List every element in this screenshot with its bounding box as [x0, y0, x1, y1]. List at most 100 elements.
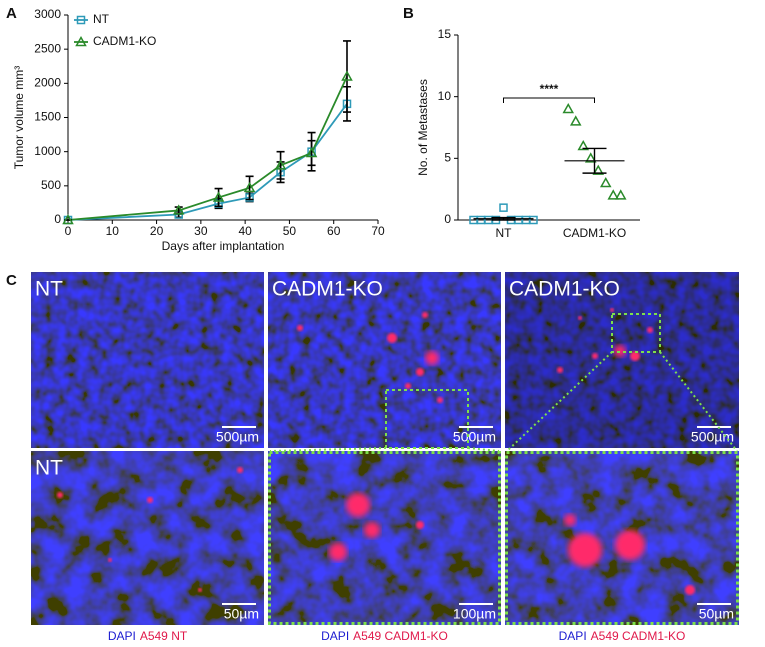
image-texture — [505, 272, 739, 448]
image-label: CADM1-KO — [509, 278, 620, 301]
signal-blob — [57, 492, 63, 498]
sem-bar — [491, 216, 516, 221]
error-bar — [343, 40, 351, 113]
marker — [172, 204, 185, 215]
marker — [614, 189, 627, 200]
marker — [305, 147, 318, 158]
caption-stain: DAPI — [108, 629, 136, 643]
x-tick-label: NT — [496, 226, 513, 240]
signal-blob — [578, 316, 582, 320]
scale-bar-label: 100µm — [453, 606, 496, 622]
x-tick-label: CADM1-KO — [563, 226, 626, 240]
image-texture — [268, 272, 501, 448]
y-tick-label: 15 — [438, 27, 452, 41]
signal-blob — [568, 533, 602, 567]
caption: DAPI A549 NT — [108, 629, 188, 643]
signal-blob — [610, 308, 614, 312]
y-tick-label: 10 — [438, 89, 452, 103]
error-bar — [245, 175, 254, 201]
captions: DAPI A549 NT DAPI A549 CADM1-KO DAPI A549 CAD… — [108, 629, 686, 643]
x-tick-label: 0 — [65, 224, 72, 238]
y-axis-label: Tumor volume mm³ — [12, 66, 26, 170]
panel-label: C — [6, 272, 17, 289]
inset-box — [385, 389, 469, 449]
y-axis-label: No. of Metastases — [416, 79, 430, 176]
image-label: NT — [35, 278, 63, 301]
inset-frame — [268, 451, 501, 625]
x-tick-label: 10 — [106, 224, 120, 238]
zoom-lines — [269, 447, 500, 452]
legend-marker — [75, 35, 87, 47]
signal-blob — [297, 325, 303, 331]
legend-marker — [76, 15, 86, 25]
caption-cell: A549 CADM1-KO — [353, 629, 448, 643]
caption: DAPI A549 CADM1-KO — [559, 629, 686, 643]
scale-bar-label: 500µm — [453, 429, 496, 445]
marker — [243, 181, 256, 193]
legend-label: NT — [93, 12, 110, 26]
caption-cell: A549 CADM1-KO — [591, 629, 686, 643]
inset-frame — [505, 451, 739, 625]
y-tick-label: 500 — [41, 178, 61, 192]
signal-blob — [647, 327, 653, 333]
marker — [584, 152, 597, 163]
signal-blob — [237, 467, 243, 473]
marker — [529, 215, 538, 225]
marker — [341, 70, 353, 81]
marker — [562, 102, 575, 114]
x-tick-label: 60 — [327, 224, 341, 238]
marker — [274, 159, 287, 170]
error-bar — [276, 150, 285, 180]
significance-label: **** — [540, 82, 559, 96]
image-label: CADM1-KO — [272, 278, 383, 301]
y-tick-label: 0 — [54, 212, 61, 226]
marker — [212, 191, 225, 202]
micrographs: NT 500µm CADM1-KO 500µm CADM1-KO 500µm NT 50µm 1… — [31, 272, 739, 625]
signal-blob — [615, 530, 645, 560]
image-texture — [31, 451, 264, 625]
y-tick-label: 3000 — [34, 7, 61, 21]
scale-bar-label: 50µm — [699, 606, 734, 622]
signal-blob — [416, 368, 424, 376]
x-tick-label: 30 — [194, 224, 208, 238]
marker — [599, 176, 612, 188]
signal-blob — [685, 585, 695, 595]
marker — [62, 213, 74, 225]
caption-stain: DAPI — [321, 629, 349, 643]
signal-blob — [387, 333, 397, 343]
panel-label: B — [403, 5, 414, 22]
series-line — [67, 103, 348, 221]
zoom-lines — [506, 351, 738, 452]
y-tick-label: 5 — [444, 151, 451, 165]
marker — [592, 164, 605, 175]
signal-blob — [564, 514, 576, 526]
caption-stain: DAPI — [559, 629, 587, 643]
y-tick-label: 2500 — [34, 41, 61, 55]
signal-blob — [108, 558, 112, 562]
y-tick-label: 1500 — [34, 110, 61, 124]
x-tick-label: 40 — [238, 224, 252, 238]
caption: DAPI A549 CADM1-KO — [321, 629, 448, 643]
signal-blob — [364, 522, 380, 538]
signal-blob — [425, 351, 439, 365]
y-tick-label: 0 — [444, 212, 451, 226]
x-axis-label: Days after implantation — [162, 239, 285, 253]
scale-bar-label: 500µm — [691, 429, 734, 445]
marker — [569, 115, 582, 126]
signal-blob — [198, 588, 202, 592]
y-tick-label: 1000 — [34, 144, 61, 158]
signal-blob — [346, 493, 370, 517]
signal-blob — [405, 383, 411, 389]
scale-bar-label: 500µm — [216, 429, 259, 445]
y-tick-label: 2000 — [34, 76, 61, 90]
panel-label: A — [6, 5, 17, 22]
x-tick-label: 50 — [283, 224, 297, 238]
signal-blob — [557, 367, 563, 373]
signal-blob — [416, 521, 424, 529]
series-line — [67, 76, 348, 221]
marker — [499, 203, 508, 212]
signal-blob — [329, 543, 347, 561]
marker — [577, 139, 590, 151]
signal-blob — [630, 351, 640, 361]
